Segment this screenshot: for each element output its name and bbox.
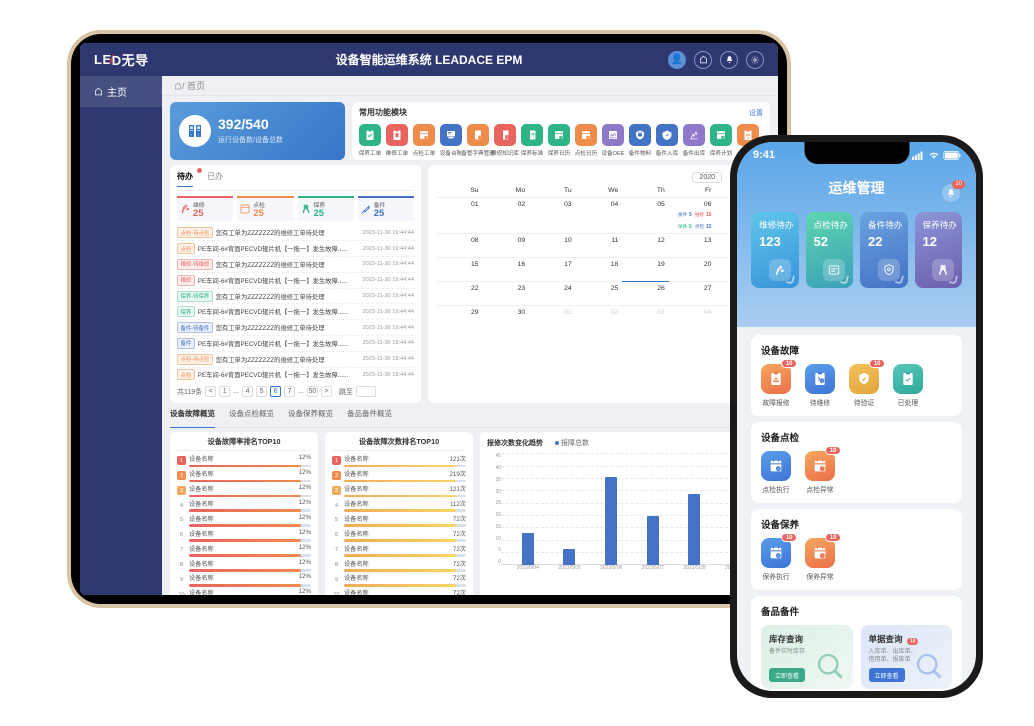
- svg-text:!: !: [822, 554, 823, 558]
- svg-text:!: !: [822, 467, 823, 471]
